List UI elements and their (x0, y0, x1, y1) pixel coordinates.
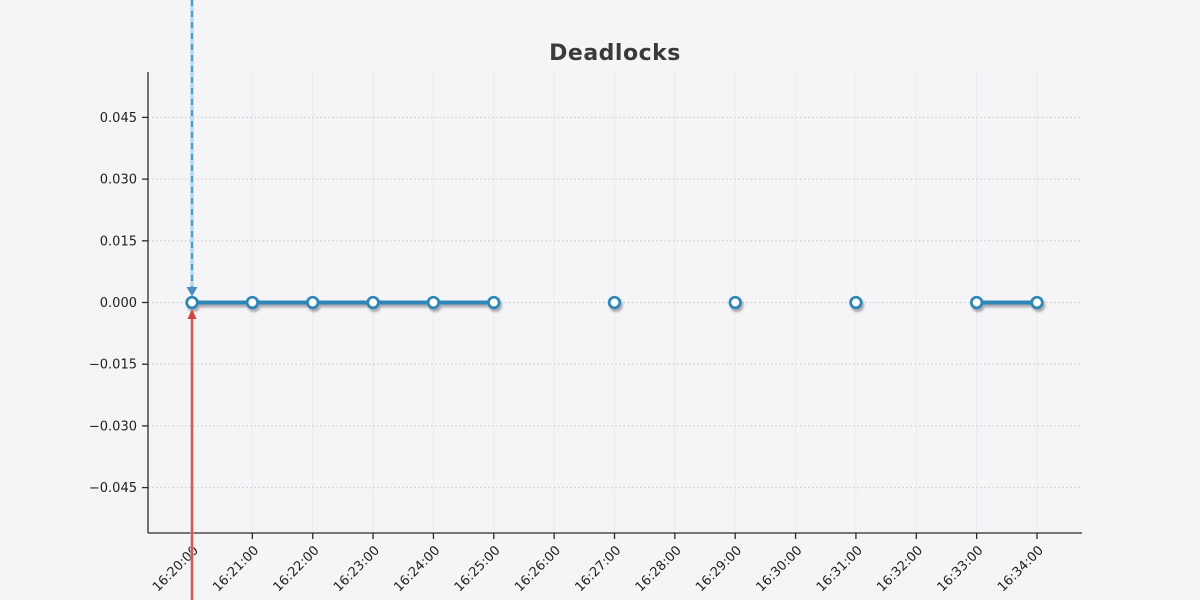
x-tick-label: 16:28:00 (633, 543, 685, 595)
data-point-marker (366, 295, 380, 310)
x-tick-label: 16:23:00 (331, 543, 383, 595)
data-point-marker (607, 295, 622, 310)
x-tick-label: 16:29:00 (693, 543, 745, 595)
ticks-and-labels: 0.045 0.030 0.015 0.000 −0.015 −0.030 −0.045 16… (89, 111, 1047, 595)
x-tick-label: 16:26:00 (512, 543, 564, 595)
x-tick-label: 16:24:00 (391, 543, 443, 595)
data-point-marker (487, 295, 501, 310)
data-point-marker (849, 295, 863, 310)
data-point-marker (306, 295, 320, 310)
x-tick-label: 16:32:00 (874, 543, 926, 595)
y-tick-label: −0.045 (89, 481, 137, 496)
series-deadlocks (185, 295, 1044, 310)
x-tick-label: 16:20:00 (150, 543, 202, 595)
x-tick-label: 16:22:00 (271, 543, 323, 595)
x-tick-label: 16:33:00 (935, 543, 987, 595)
y-tick-label: 0.030 (100, 173, 137, 188)
x-tick-label: 16:31:00 (814, 543, 866, 595)
down-arrowhead (186, 287, 198, 297)
x-tick-label: 16:21:00 (210, 543, 262, 595)
y-tick-label: 0.000 (100, 296, 137, 311)
y-tick-label: −0.030 (89, 419, 137, 434)
up-arrowhead (187, 309, 197, 319)
y-tick-label: 0.045 (100, 111, 137, 126)
y-tick-label: −0.015 (89, 358, 137, 373)
x-tick-label: 16:25:00 (452, 543, 504, 595)
data-point-marker (426, 295, 441, 310)
data-point-marker (245, 295, 260, 310)
chart-title: Deadlocks (549, 41, 681, 66)
x-tick-label: 16:34:00 (995, 543, 1047, 595)
x-tick-label: 16:27:00 (572, 543, 624, 595)
y-tick-label: 0.015 (100, 234, 137, 249)
data-point-marker (1030, 295, 1044, 310)
data-point-marker (728, 295, 742, 310)
data-point-marker (185, 295, 199, 310)
x-tick-label: 16:30:00 (754, 543, 806, 595)
annotations (186, 0, 198, 600)
data-point-marker (969, 295, 984, 310)
